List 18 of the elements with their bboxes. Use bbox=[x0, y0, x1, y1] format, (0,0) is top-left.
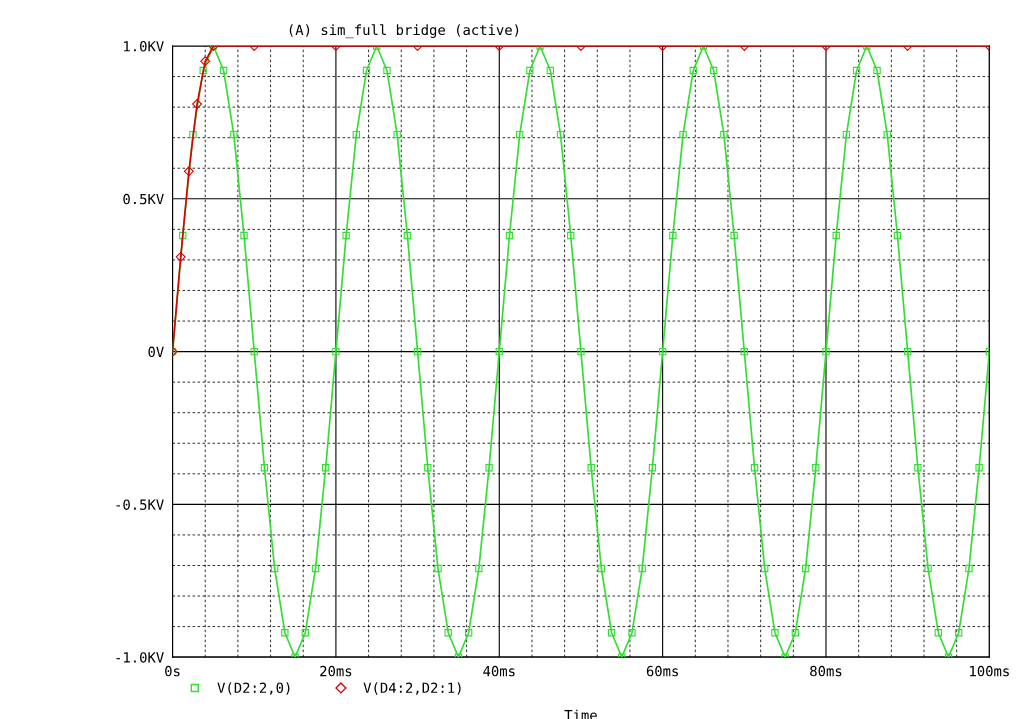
point bbox=[183, 166, 194, 177]
y-tick-label: 0V bbox=[148, 346, 164, 358]
y-tick-label: -0.5KV bbox=[116, 499, 164, 510]
y-tick-label: 0.5KV bbox=[123, 193, 164, 205]
x-tick-label: 0s bbox=[165, 665, 180, 677]
point bbox=[175, 251, 186, 262]
point bbox=[200, 56, 211, 67]
y-tick-label: -1.0KV bbox=[116, 652, 164, 663]
x-tick-label: 60ms bbox=[646, 665, 678, 677]
legend-label: V(D4:2,D2:1) bbox=[363, 682, 461, 695]
point bbox=[192, 99, 203, 110]
x-tick-label: 20ms bbox=[320, 665, 352, 677]
y-tick-label: 1.0KV bbox=[124, 41, 164, 52]
x-tick-label: 40ms bbox=[483, 665, 515, 677]
chart-title: (A) sim_full bridge (active) bbox=[289, 24, 519, 39]
legend-label: V(D2:2,0) bbox=[217, 682, 290, 695]
x-tick-label: 80ms bbox=[810, 665, 842, 677]
x-tick-label: 100ms bbox=[970, 665, 1009, 677]
